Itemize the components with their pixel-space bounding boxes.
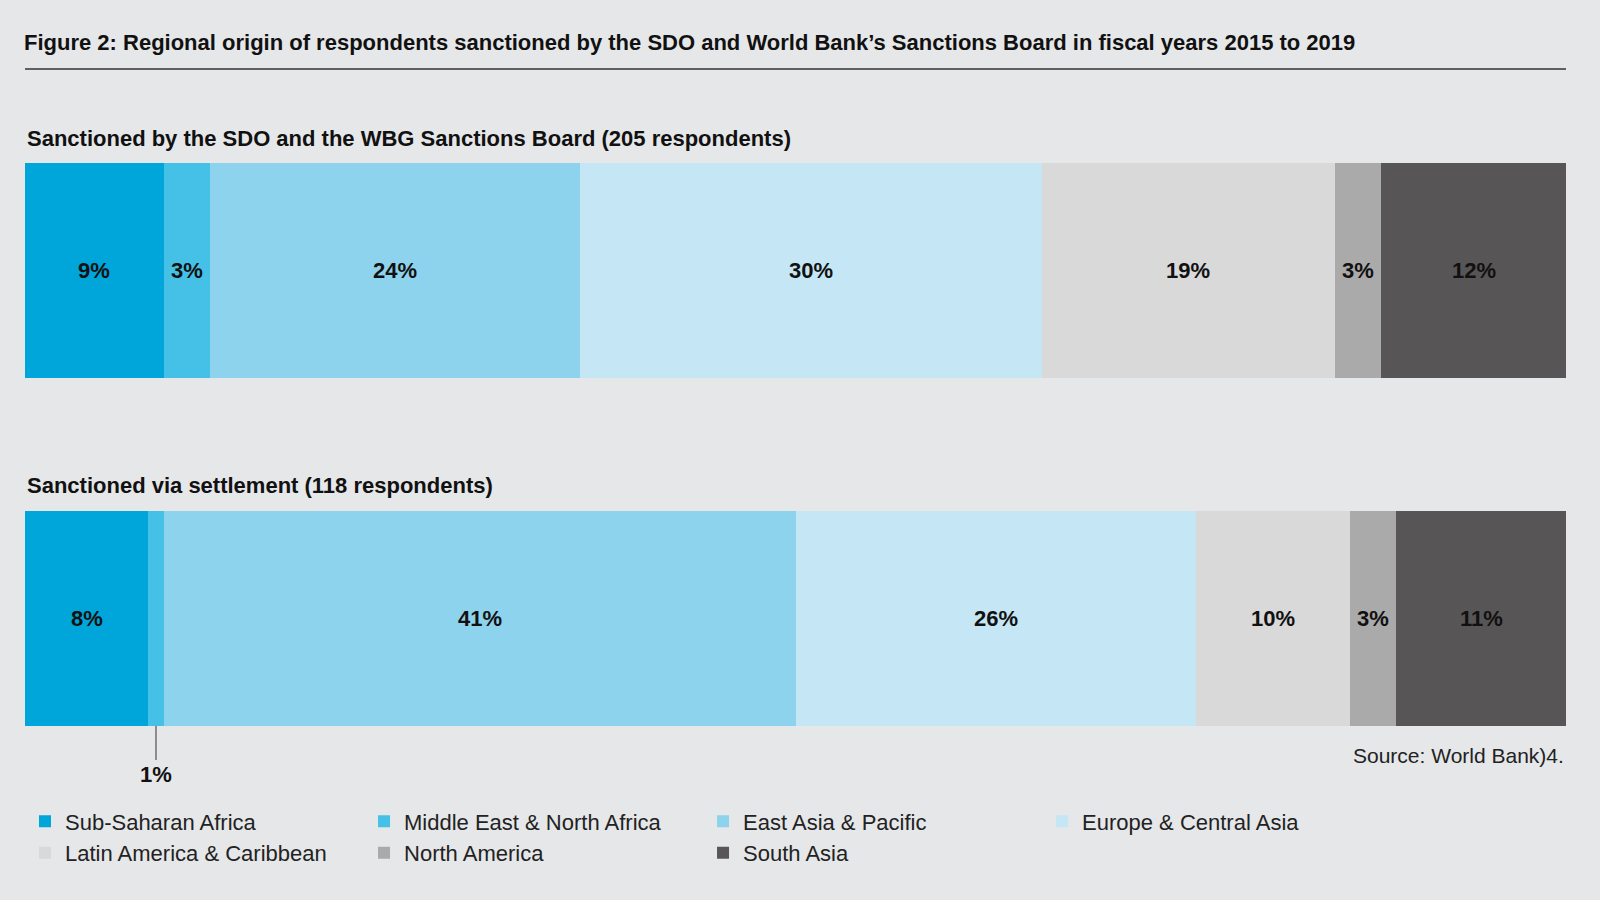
svg-text:3%: 3% [1342,258,1374,283]
svg-text:Latin America & Caribbean: Latin America & Caribbean [65,841,327,866]
svg-text:Sanctioned by the SDO and the: Sanctioned by the SDO and the WBG Sancti… [27,126,791,151]
svg-text:Sub-Saharan Africa: Sub-Saharan Africa [65,810,257,835]
svg-text:11%: 11% [1460,606,1503,631]
svg-text:Figure 2: Regional origin of r: Figure 2: Regional origin of respondents… [24,30,1355,55]
svg-text:30%: 30% [789,258,833,283]
svg-text:9%: 9% [78,258,110,283]
svg-text:South Asia: South Asia [743,841,849,866]
svg-text:Sanctioned via settlement (118: Sanctioned via settlement (118 responden… [27,473,493,498]
svg-text:8%: 8% [71,606,103,631]
svg-text:26%: 26% [974,606,1018,631]
svg-text:Source: World Bank)4.: Source: World Bank)4. [1353,744,1564,767]
svg-text:19%: 19% [1166,258,1210,283]
svg-text:3%: 3% [1357,606,1389,631]
svg-text:East Asia & Pacific: East Asia & Pacific [743,810,926,835]
svg-text:3%: 3% [171,258,203,283]
svg-text:12%: 12% [1452,258,1496,283]
svg-text:10%: 10% [1251,606,1295,631]
svg-text:North America: North America [404,841,544,866]
svg-text:Middle East & North Africa: Middle East & North Africa [404,810,662,835]
svg-text:1%: 1% [140,762,172,787]
svg-text:41%: 41% [458,606,502,631]
svg-text:Europe & Central Asia: Europe & Central Asia [1082,810,1299,835]
svg-text:24%: 24% [373,258,417,283]
